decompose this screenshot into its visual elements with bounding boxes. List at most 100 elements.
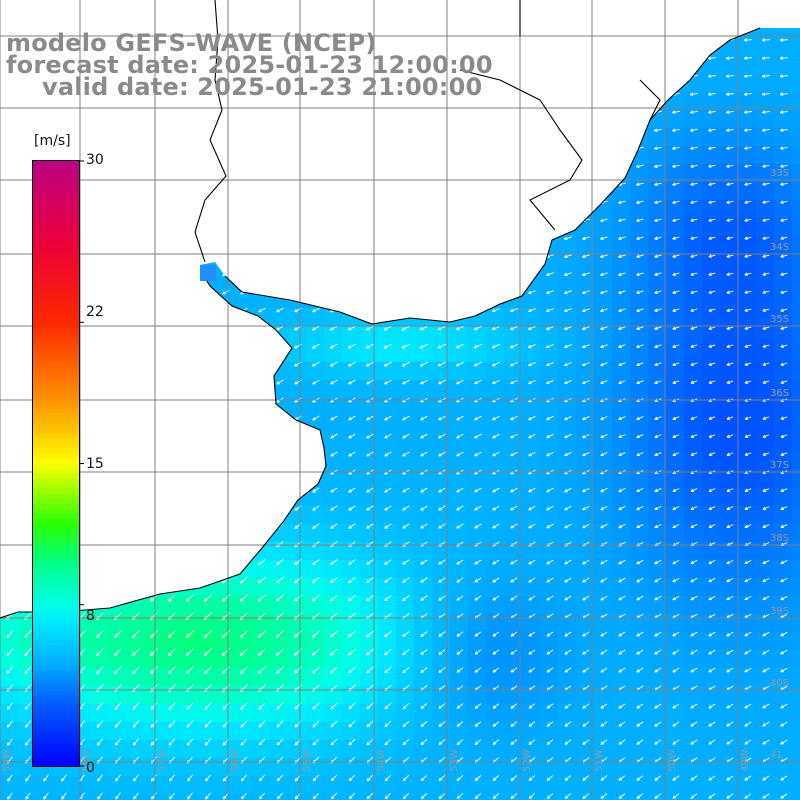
wind-speed-cell — [702, 236, 721, 255]
wind-speed-cell — [540, 434, 559, 453]
wind-speed-cell — [612, 506, 631, 525]
wind-speed-cell — [522, 524, 541, 543]
wind-speed-cell — [648, 272, 667, 291]
inland-water-cell — [200, 265, 216, 281]
wind-speed-cell — [630, 272, 649, 291]
wind-speed-cell — [648, 488, 667, 507]
colorbar-tick-30: 30 — [86, 152, 104, 168]
wind-speed-cell — [666, 308, 685, 327]
colorbar-tick-8: 8 — [86, 608, 95, 624]
wind-speed-cell — [666, 146, 685, 165]
longitude-label: 50W — [667, 749, 678, 772]
wind-speed-cell — [558, 542, 577, 561]
wind-speed-cell — [486, 488, 505, 507]
wind-speed-cell — [396, 488, 415, 507]
wind-speed-cell — [450, 524, 469, 543]
wind-speed-cell — [594, 524, 613, 543]
wind-speed-cell — [738, 362, 757, 381]
wind-speed-cell — [612, 362, 631, 381]
wind-speed-cell — [792, 470, 800, 489]
wind-speed-cell — [594, 542, 613, 561]
wind-speed-cell — [288, 398, 307, 417]
wind-speed-cell — [306, 380, 325, 399]
wind-speed-cell — [378, 380, 397, 399]
wind-speed-cell — [720, 452, 739, 471]
wind-speed-cell — [540, 524, 559, 543]
wind-speed-cell — [576, 416, 595, 435]
wind-speed-cell — [720, 542, 739, 561]
wind-speed-cell — [396, 362, 415, 381]
wind-speed-cell — [612, 308, 631, 327]
wind-speed-cell — [774, 506, 793, 525]
wind-speed-cell — [792, 614, 800, 633]
wind-speed-cell — [468, 470, 487, 489]
wind-speed-cell — [378, 560, 397, 579]
wind-speed-cell — [666, 380, 685, 399]
wind-speed-cell — [504, 362, 523, 381]
colorbar-tick-15: 15 — [86, 456, 104, 472]
wind-speed-cell — [342, 398, 361, 417]
wind-speed-cell — [774, 74, 793, 93]
wind-speed-cell — [630, 434, 649, 453]
wind-speed-cell — [702, 110, 721, 129]
latitude-label: 39S — [770, 606, 789, 617]
wind-speed-cell — [468, 524, 487, 543]
wind-speed-cell — [324, 434, 343, 453]
wind-speed-cell — [558, 506, 577, 525]
wind-speed-cell — [756, 272, 775, 291]
wind-speed-cell — [594, 506, 613, 525]
wind-speed-cell — [738, 416, 757, 435]
wind-speed-cell — [648, 434, 667, 453]
wind-speed-cell — [648, 542, 667, 561]
wind-speed-cell — [522, 344, 541, 363]
wind-speed-cell — [396, 506, 415, 525]
wind-speed-cell — [684, 362, 703, 381]
wind-speed-cell — [648, 344, 667, 363]
wind-speed-cell — [540, 452, 559, 471]
wind-speed-cell — [720, 308, 739, 327]
wind-speed-cell — [702, 380, 721, 399]
wind-speed-cell — [504, 452, 523, 471]
wind-speed-cell — [468, 398, 487, 417]
wind-speed-cell — [540, 344, 559, 363]
wind-speed-cell — [306, 506, 325, 525]
wind-speed-cell — [702, 326, 721, 345]
wind-speed-cell — [324, 470, 343, 489]
wind-speed-cell — [720, 254, 739, 273]
wind-speed-cell — [756, 38, 775, 57]
wind-speed-cell — [774, 524, 793, 543]
wind-speed-cell — [792, 290, 800, 309]
wind-speed-cell — [666, 272, 685, 291]
wind-speed-cell — [684, 380, 703, 399]
wind-speed-cell — [684, 434, 703, 453]
wind-speed-cell — [612, 344, 631, 363]
wind-speed-cell — [684, 218, 703, 237]
wind-speed-cell — [630, 326, 649, 345]
wind-speed-cell — [306, 308, 325, 327]
wind-speed-cell — [630, 380, 649, 399]
wind-speed-cell — [522, 542, 541, 561]
wind-speed-cell — [378, 506, 397, 525]
wind-speed-cell — [432, 344, 451, 363]
wind-speed-cell — [630, 398, 649, 417]
wind-speed-cell — [774, 290, 793, 309]
wind-speed-cell — [558, 470, 577, 489]
wind-speed-cell — [612, 398, 631, 417]
wind-speed-cell — [504, 524, 523, 543]
wind-speed-cell — [342, 344, 361, 363]
wind-speed-cell — [504, 398, 523, 417]
wind-speed-cell — [396, 344, 415, 363]
wind-speed-cell — [684, 236, 703, 255]
wind-speed-cell — [792, 506, 800, 525]
wind-speed-cell — [540, 380, 559, 399]
wind-speed-cell — [342, 524, 361, 543]
wind-speed-cell — [558, 362, 577, 381]
wind-speed-cell — [684, 524, 703, 543]
wind-speed-cell — [558, 488, 577, 507]
wind-speed-cell — [396, 416, 415, 435]
wind-speed-cell — [396, 542, 415, 561]
wind-speed-cell — [720, 506, 739, 525]
wind-speed-cell — [288, 542, 307, 561]
wind-speed-cell — [756, 434, 775, 453]
wind-speed-cell — [684, 164, 703, 183]
